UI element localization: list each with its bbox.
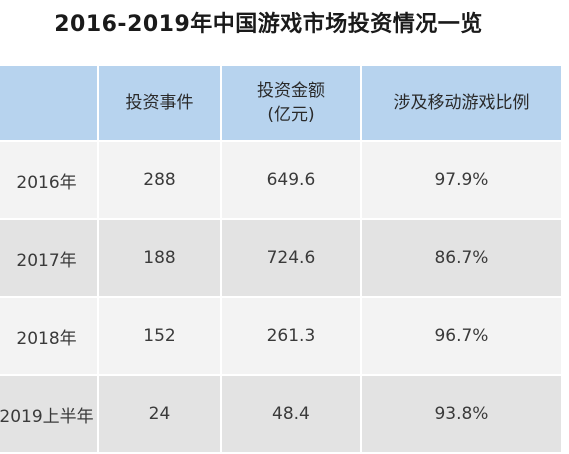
table-row: 2017年 188 724.6 86.7% [0, 218, 564, 298]
year-cell: 2019上半年 [0, 374, 100, 454]
mobile-ratio-cell: 97.9% [359, 140, 564, 220]
amount-cell: 724.6 [219, 218, 362, 298]
amount-cell: 261.3 [219, 296, 362, 376]
events-cell: 188 [97, 218, 222, 298]
mobile-ratio-cell: 93.8% [359, 374, 564, 454]
year-cell: 2018年 [0, 296, 100, 376]
table-row: 2018年 152 261.3 96.7% [0, 296, 564, 376]
year-cell: 2016年 [0, 140, 100, 220]
year-cell: 2017年 [0, 218, 100, 298]
header-events-label: 投资事件 [125, 93, 194, 113]
header-amount: 投资金额 (亿元) [219, 64, 362, 142]
header-mobile-ratio: 涉及移动游戏比例 [359, 64, 564, 142]
header-amount-unit: (亿元) [267, 105, 315, 125]
mobile-ratio-cell: 86.7% [359, 218, 564, 298]
amount-cell: 48.4 [219, 374, 362, 454]
table-header-row: 投资事件 投资金额 (亿元) 涉及移动游戏比例 [0, 64, 564, 142]
header-empty-cell [0, 64, 100, 142]
mobile-ratio-cell: 96.7% [359, 296, 564, 376]
page-title: 2016-2019年中国游戏市场投资情况一览 [54, 12, 483, 37]
header-mobile-ratio-label: 涉及移动游戏比例 [393, 93, 530, 113]
investment-table: 投资事件 投资金额 (亿元) 涉及移动游戏比例 2016年 288 649.6 … [0, 64, 564, 454]
header-events: 投资事件 [97, 64, 222, 142]
table-row: 2016年 288 649.6 97.9% [0, 140, 564, 220]
header-amount-label: 投资金额 [256, 81, 325, 101]
events-cell: 24 [97, 374, 222, 454]
events-cell: 288 [97, 140, 222, 220]
amount-cell: 649.6 [219, 140, 362, 220]
events-cell: 152 [97, 296, 222, 376]
table-row: 2019上半年 24 48.4 93.8% [0, 374, 564, 454]
